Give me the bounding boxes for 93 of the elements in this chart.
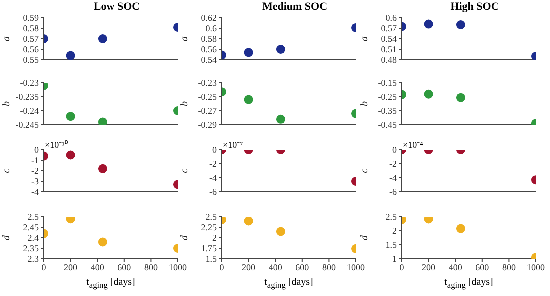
annotation: ×10⁻¹⁰: [45, 139, 68, 151]
x-axis-title: t$_{aging}$ [days]: [444, 277, 494, 290]
y-tick-label: -0.15: [378, 78, 398, 88]
x-tick-label: 400: [90, 262, 105, 272]
y-tick-label: -2: [390, 159, 397, 170]
x-tick-label: 200: [242, 262, 256, 272]
y-tick-label: 0.59: [23, 13, 40, 24]
y-tick-label: 0.56: [201, 44, 218, 55]
y-tick-label: -2: [210, 159, 217, 170]
x-tick-label: 1000: [347, 262, 366, 272]
y-tick-label: 0.51: [381, 44, 397, 55]
x-tick-label: 800: [322, 262, 336, 272]
y-tick-label: -0.25: [198, 92, 218, 102]
y-axis-title: c: [2, 168, 13, 174]
x-tick-label: 600: [118, 262, 132, 272]
x-tick-label: 600: [476, 262, 490, 272]
y-tick-label: -6: [210, 187, 218, 198]
y-tick-label: 2: [212, 233, 217, 244]
y-tick-label: 1.5: [206, 254, 218, 264]
x-axis-title: t$_{aging}$ [days]: [264, 277, 314, 290]
y-tick-label: -2: [32, 166, 39, 176]
y-axis-title: a: [360, 36, 371, 42]
annotation: ×10⁻⁴: [403, 139, 424, 151]
y-axis-title: a: [180, 36, 191, 42]
y-axis-title: c: [180, 168, 191, 174]
y-tick-label: 0: [392, 145, 398, 156]
y-axis-title: d: [360, 234, 371, 240]
y-tick-label: -0.29: [198, 120, 218, 130]
y-tick-label: 2.35: [23, 244, 40, 254]
x-tick-label: 200: [422, 262, 436, 272]
y-tick-label: 0.54: [201, 55, 218, 66]
y-tick-label: 2.3: [28, 254, 40, 264]
x-tick-label: 0: [400, 262, 405, 272]
y-tick-label: 1.5: [386, 240, 398, 250]
y-tick-label: -4: [390, 173, 398, 184]
y-tick-label: 0.48: [381, 55, 398, 66]
y-tick-label: 2: [392, 226, 397, 236]
y-tick-label: 0.58: [201, 34, 218, 44]
y-tick-label: 1: [392, 254, 397, 264]
y-tick-label: 0.54: [381, 34, 398, 44]
x-tick-label: 1000: [169, 262, 188, 272]
x-tick-label: 800: [144, 262, 158, 272]
y-tick-label: 0.55: [23, 55, 40, 66]
y-tick-label: 1.75: [201, 244, 218, 254]
chart-title: Low SOC: [92, 0, 142, 14]
y-tick-label: -4: [32, 187, 40, 198]
y-tick-label: 2.4: [28, 233, 40, 244]
y-tick-label: 0: [212, 145, 218, 156]
y-tick-label: 0.56: [23, 44, 40, 55]
x-tick-label: 400: [268, 262, 283, 272]
y-tick-label: 0.6: [386, 13, 398, 24]
x-tick-label: 600: [296, 262, 310, 272]
x-tick-label: 0: [220, 262, 225, 272]
y-axis-title: b: [2, 102, 13, 106]
y-tick-label: 0.62: [201, 13, 217, 24]
x-tick-label: 200: [64, 262, 78, 272]
y-tick-label: -4: [210, 173, 218, 184]
y-axis-title: d: [180, 234, 191, 240]
y-tick-label: 0.6: [206, 24, 218, 34]
y-tick-label: 2.25: [201, 222, 218, 233]
x-tick-label: 400: [448, 262, 463, 272]
x-tick-label: 0: [42, 262, 47, 272]
x-tick-label: 1000: [527, 262, 546, 272]
y-axis-title: d: [2, 234, 13, 240]
y-axis-title: b: [360, 102, 371, 106]
y-tick-label: 2.5: [386, 212, 398, 222]
y-axis-title: b: [180, 102, 191, 106]
y-tick-label: -0.45: [378, 120, 398, 130]
y-tick-label: -0.35: [378, 106, 398, 116]
y-tick-label: -0.245: [16, 120, 40, 130]
y-axis-title: c: [360, 168, 371, 174]
y-tick-label: -3: [32, 176, 40, 187]
y-tick-label: 0.58: [23, 24, 40, 34]
chart-title: Medium SOC: [261, 0, 329, 14]
y-tick-label: -0.23: [20, 78, 40, 88]
y-tick-label: 2.45: [23, 222, 40, 233]
y-tick-label: 2.5: [206, 212, 218, 222]
y-tick-label: -0.27: [198, 106, 218, 116]
y-tick-label: -6: [390, 187, 398, 198]
x-tick-label: 800: [502, 262, 516, 272]
y-axis-title: a: [2, 36, 13, 42]
y-tick-label: 0: [34, 145, 40, 156]
chart-title: High SOC: [450, 0, 500, 14]
y-tick-label: -0.25: [378, 92, 398, 102]
y-tick-label: -0.235: [16, 92, 40, 102]
y-tick-label: -0.24: [20, 106, 40, 116]
y-tick-label: 0.57: [381, 24, 398, 34]
y-tick-label: 0.57: [23, 34, 40, 44]
y-tick-label: -1: [32, 156, 39, 166]
annotation: ×10⁻⁷: [223, 139, 244, 151]
y-tick-label: 2.5: [28, 212, 40, 222]
x-axis-title: t$_{aging}$ [days]: [86, 277, 136, 290]
y-tick-label: -0.23: [198, 78, 218, 88]
